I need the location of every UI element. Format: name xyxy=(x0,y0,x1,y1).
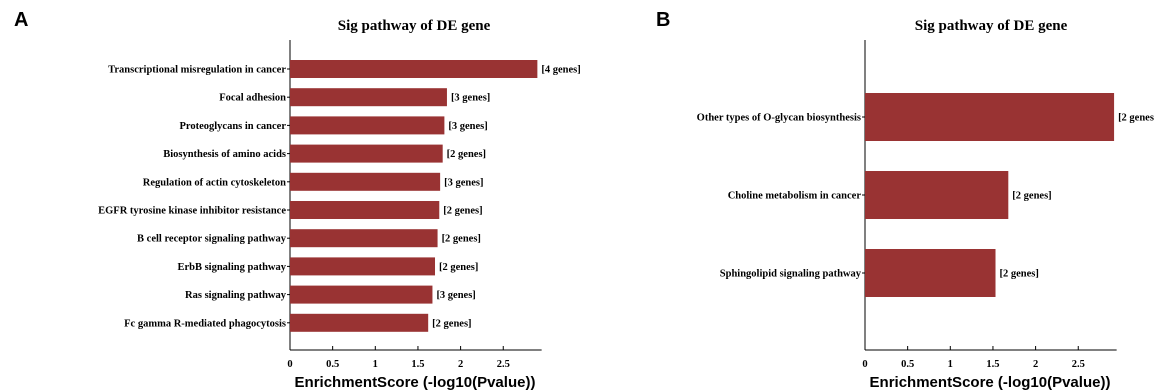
x-tick-label-a: 0 xyxy=(287,359,292,370)
x-axis-label-a: EnrichmentScore (-log10(Pvalue)) xyxy=(295,374,536,391)
x-tick-label-b: 1.5 xyxy=(986,359,999,370)
bar-a xyxy=(290,144,443,163)
category-label-a: EGFR tyrosine kinase inhibitor resistanc… xyxy=(98,206,286,217)
data-label-a: [4 genes] xyxy=(541,65,580,76)
category-label-b: Choline metabolism in cancer xyxy=(728,191,862,202)
data-label-a: [3 genes] xyxy=(451,93,490,104)
data-label-a: [2 genes] xyxy=(443,206,482,217)
data-label-b: [2 genes] xyxy=(1000,269,1039,280)
data-label-a: [2 genes] xyxy=(432,318,471,329)
bar-b xyxy=(865,249,996,297)
bar-a xyxy=(290,201,440,219)
category-label-a: B cell receptor signaling pathway xyxy=(137,234,287,245)
category-label-a: Transcriptional misregulation in cancer xyxy=(108,65,286,76)
category-label-a: Regulation of actin cytoskeleton xyxy=(143,177,286,188)
bar-b xyxy=(865,93,1115,141)
data-label-a: [3 genes] xyxy=(444,177,483,188)
bar-a xyxy=(290,285,433,304)
x-tick-label-b: 2.5 xyxy=(1072,359,1085,370)
bar-a xyxy=(290,88,447,107)
x-axis-label-b: EnrichmentScore (-log10(Pvalue)) xyxy=(870,374,1111,391)
bar-a xyxy=(290,313,429,332)
panel-label-a: A xyxy=(14,9,28,31)
x-tick-label-a: 0.5 xyxy=(326,359,339,370)
bar-a xyxy=(290,229,438,248)
x-tick-label-b: 2 xyxy=(1033,359,1038,370)
category-label-a: Fc gamma R-mediated phagocytosis xyxy=(124,318,286,329)
x-tick-label-b: 0.5 xyxy=(901,359,914,370)
bar-a xyxy=(290,172,441,191)
data-label-a: [2 genes] xyxy=(439,262,478,273)
chart-title-a: Sig pathway of DE gene xyxy=(338,18,491,34)
x-tick-label-a: 2 xyxy=(458,359,463,370)
data-label-a: [3 genes] xyxy=(448,121,487,132)
category-label-a: ErbB signaling pathway xyxy=(177,262,286,273)
data-label-a: [3 genes] xyxy=(436,290,475,301)
data-label-a: [2 genes] xyxy=(442,234,481,245)
category-label-a: Biosynthesis of amino acids xyxy=(163,149,286,160)
bar-b xyxy=(865,171,1009,219)
category-label-a: Ras signaling pathway xyxy=(185,290,287,301)
category-label-a: Focal adhesion xyxy=(219,93,286,104)
data-label-b: [2 genes] xyxy=(1012,191,1051,202)
x-tick-label-a: 2.5 xyxy=(497,359,510,370)
category-label-b: Sphingolipid signaling pathway xyxy=(720,269,862,280)
x-tick-label-b: 1 xyxy=(948,359,953,370)
category-label-b: Other types of O-glycan biosynthesis xyxy=(697,113,861,124)
bar-a xyxy=(290,60,538,78)
chart-title-b: Sig pathway of DE gene xyxy=(915,18,1068,34)
data-label-a: [2 genes] xyxy=(447,149,486,160)
x-tick-label-a: 1 xyxy=(373,359,378,370)
x-tick-label-b: 0 xyxy=(862,359,867,370)
x-tick-label-a: 1.5 xyxy=(411,359,424,370)
bar-a xyxy=(290,116,445,135)
data-label-b: [2 genes xyxy=(1118,113,1154,124)
panel-label-b: B xyxy=(656,9,670,31)
bar-a xyxy=(290,257,436,276)
category-label-a: Proteoglycans in cancer xyxy=(179,121,286,132)
